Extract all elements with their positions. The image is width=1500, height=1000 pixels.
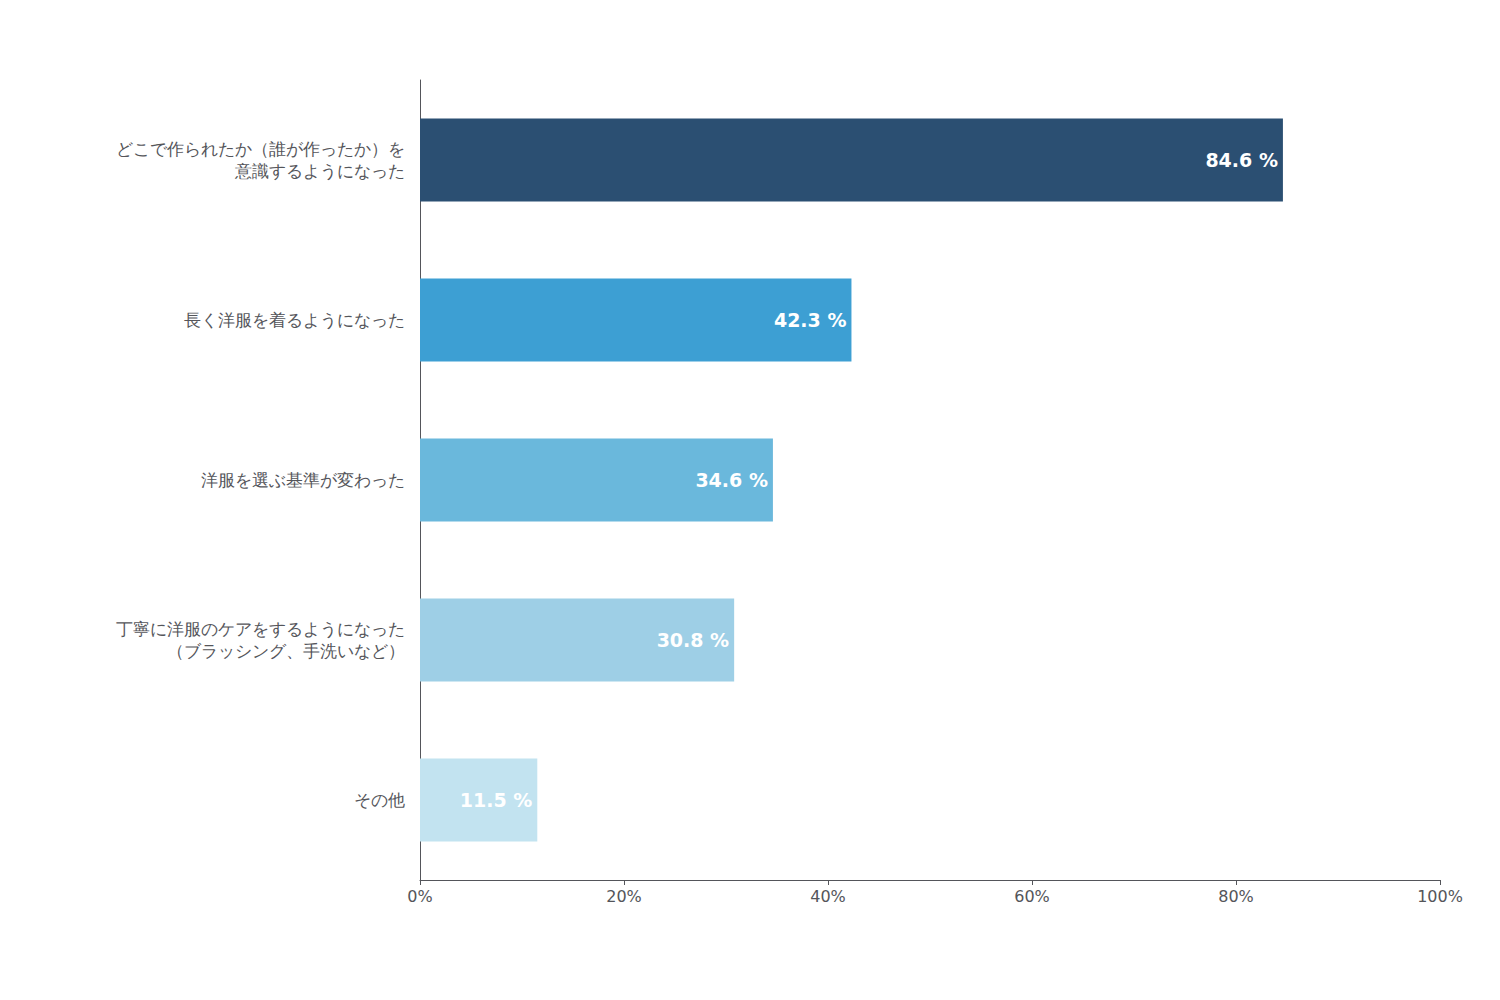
svg-text:42.3 %: 42.3 % <box>774 309 847 331</box>
svg-text:30.8 %: 30.8 % <box>657 629 730 651</box>
svg-text:その他: その他 <box>354 790 405 810</box>
svg-text:意識するようになった: 意識するようになった <box>234 161 405 181</box>
svg-text:（ブラッシング、手洗いなど）: （ブラッシング、手洗いなど） <box>167 641 405 661</box>
svg-text:100%: 100% <box>1417 887 1463 906</box>
svg-text:80%: 80% <box>1218 887 1254 906</box>
svg-text:40%: 40% <box>810 887 846 906</box>
svg-text:11.5 %: 11.5 % <box>460 789 533 811</box>
svg-text:丁寧に洋服のケアをするようになった: 丁寧に洋服のケアをするようになった <box>116 619 405 639</box>
svg-text:どこで作られたか（誰が作ったか）を: どこで作られたか（誰が作ったか）を <box>116 139 405 159</box>
svg-text:84.6 %: 84.6 % <box>1205 149 1278 171</box>
svg-text:20%: 20% <box>606 887 642 906</box>
svg-text:60%: 60% <box>1014 887 1050 906</box>
svg-text:長く洋服を着るようになった: 長く洋服を着るようになった <box>184 310 405 330</box>
svg-text:0%: 0% <box>407 887 432 906</box>
svg-text:洋服を選ぶ基準が変わった: 洋服を選ぶ基準が変わった <box>201 470 405 490</box>
svg-text:34.6 %: 34.6 % <box>695 469 768 491</box>
